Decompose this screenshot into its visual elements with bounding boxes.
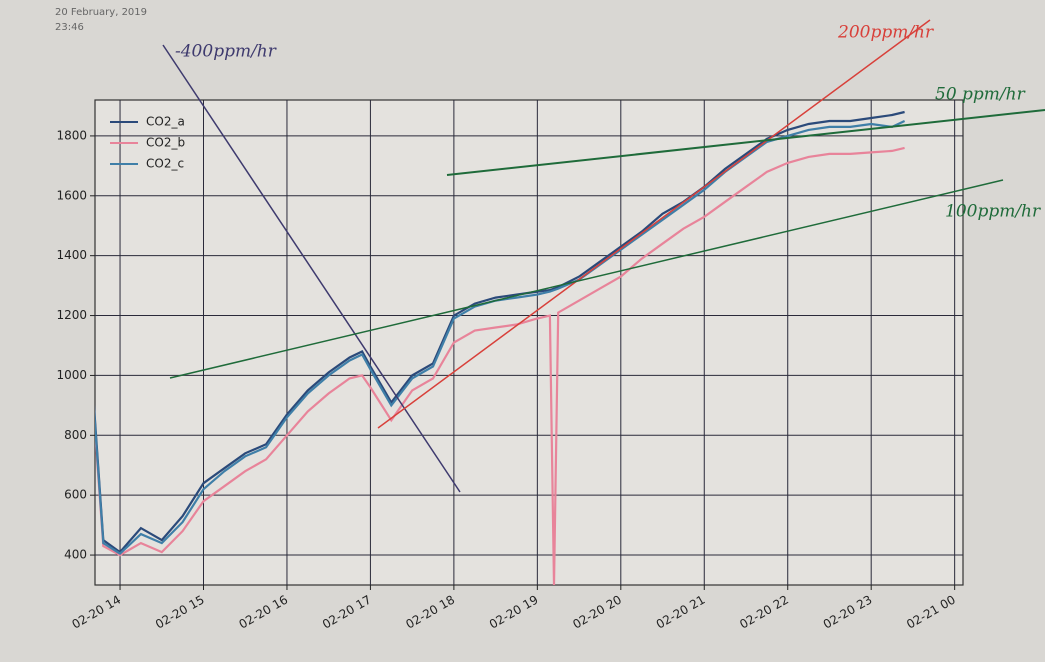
annotation-line [377,19,931,429]
series-line [95,120,906,555]
annotation-line [446,109,1045,176]
legend-label: CO2_a [146,115,185,129]
series-line [95,146,905,585]
annotation-line [169,179,1004,379]
y-tick-label: 1400 [56,248,87,262]
time: 23:46 [55,22,84,33]
annotation: -400ppm/hr [175,42,277,62]
y-tick-label: 400 [64,548,87,562]
y-tick-label: 1600 [56,188,87,202]
legend: CO2_a CO2_b CO2_c [110,115,185,171]
annotation-line [162,44,461,493]
date: 20 February, 2019 [55,7,147,18]
annotation: 200ppm/hr [837,23,934,43]
y-tick-label: 800 [64,428,87,442]
plot-area [94,99,964,586]
y-tick-label: 1200 [56,308,87,322]
annotation: 100ppm/hr [945,202,1041,222]
annotation: 50 ppm/hr [935,85,1026,105]
y-tick-label: 600 [64,488,87,502]
legend-label: CO2_b [146,136,185,150]
y-tick-label: 1800 [56,128,87,142]
legend-label: CO2_c [146,157,184,171]
y-tick-label: 1000 [56,368,87,382]
